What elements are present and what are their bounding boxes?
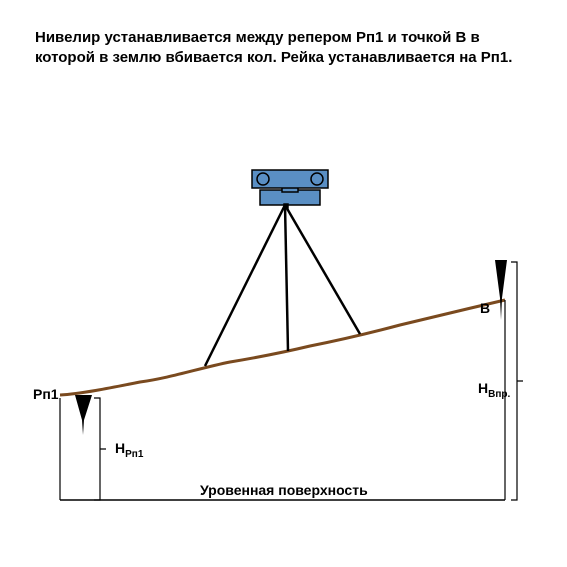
instrument-lens-right [311,173,323,185]
tripod-leg-2 [285,205,288,351]
instrument-lens-left [257,173,269,185]
tripod-leg-3 [285,205,360,334]
stake-rp1 [75,395,92,435]
ground-line [60,300,505,395]
label-b: В [480,300,490,316]
label-h-bpr: НВпр. [478,380,510,400]
instrument-mount [284,204,288,208]
label-h-rp1: НРп1 [115,440,143,460]
bracket-h-bpr [511,262,523,500]
tripod-leg-1 [205,205,285,366]
label-rp1: Рп1 [33,386,59,402]
bracket-h-rp1 [94,398,106,500]
label-level-surface: Уровенная поверхность [200,482,368,498]
